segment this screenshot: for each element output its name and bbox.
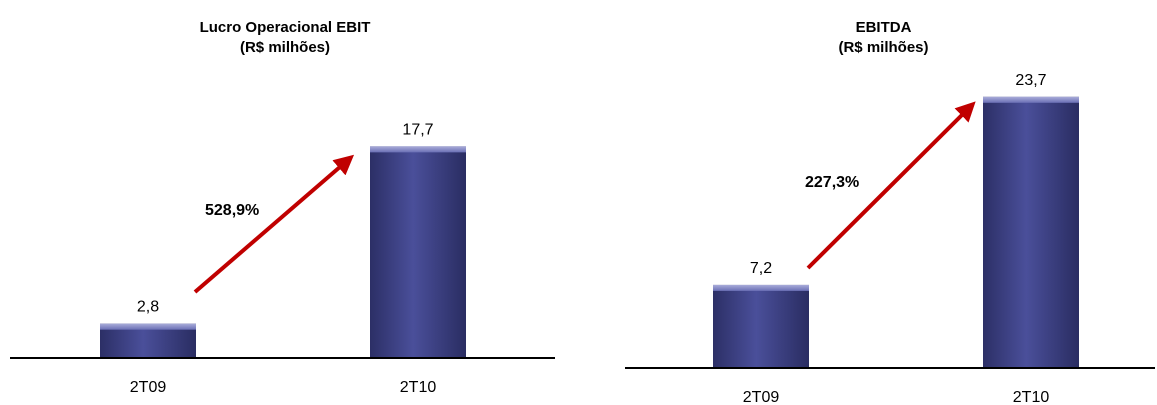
- chart-ebit: Lucro Operacional EBIT (R$ milhões) 2,8 2…: [0, 0, 570, 405]
- bar-top-highlight: [713, 284, 809, 291]
- category-label: 2T10: [400, 379, 437, 396]
- chart-title: EBITDA: [855, 19, 912, 36]
- data-label: 23,7: [1015, 72, 1046, 89]
- bar-top-highlight: [100, 323, 196, 330]
- growth-label: 227,3%: [805, 174, 859, 191]
- chart-subtitle: (R$ milhões): [239, 39, 330, 56]
- chart-title: Lucro Operacional EBIT: [199, 19, 371, 36]
- growth-arrow: [193, 154, 355, 294]
- category-label: 2T09: [743, 389, 780, 405]
- chart-ebitda: EBITDA (R$ milhões) 7,2 2T09 23,7 2T10 227,3…: [610, 0, 1157, 405]
- bar-top-highlight: [370, 146, 466, 153]
- bar-2t09: [713, 284, 809, 367]
- data-label: 7,2: [750, 260, 772, 277]
- bar-top-highlight: [983, 96, 1079, 103]
- growth-arrow: [806, 101, 976, 270]
- chart-ebit-plot: 2,8 2T09 17,7 2T10 528,9%: [10, 121, 555, 396]
- data-label: 17,7: [402, 121, 433, 138]
- growth-label: 528,9%: [205, 202, 259, 219]
- chart-ebitda-plot: 7,2 2T09 23,7 2T10 227,3%: [625, 72, 1155, 405]
- category-label: 2T10: [1013, 389, 1050, 405]
- bar-2t10: [370, 146, 466, 357]
- chart-subtitle: (R$ milhões): [838, 39, 929, 56]
- bar-2t10: [983, 96, 1079, 367]
- category-label: 2T09: [130, 379, 167, 396]
- data-label: 2,8: [137, 299, 159, 316]
